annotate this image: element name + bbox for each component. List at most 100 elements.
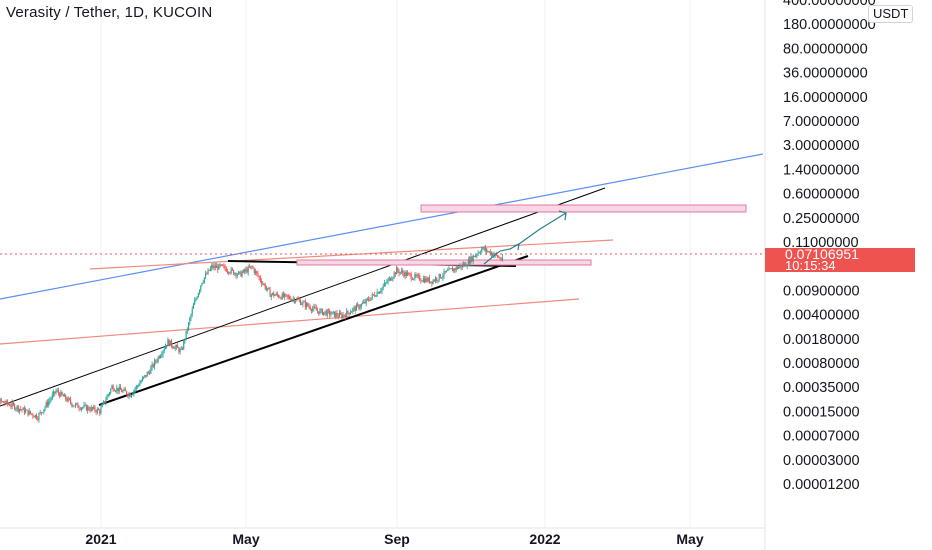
candle-body (248, 266, 250, 268)
support-line[interactable] (98, 255, 529, 406)
candle-body (287, 296, 289, 298)
price-tick-label: 180.00000000 (783, 17, 876, 33)
candle-body (410, 274, 412, 280)
price-tick-label: 7.00000000 (783, 114, 860, 130)
candle-body (265, 288, 267, 290)
candle-body (445, 270, 448, 273)
candle-body (98, 408, 100, 410)
candle-body (236, 274, 238, 277)
candle-body (14, 404, 16, 410)
candle-body (225, 268, 227, 272)
candle-body (489, 251, 491, 255)
candle-body (280, 297, 282, 300)
candle-body (307, 303, 309, 307)
candle-body (242, 269, 244, 273)
price-tick-label: 0.00035000 (783, 380, 860, 396)
candle-body (318, 311, 320, 314)
candle-body (118, 386, 120, 392)
candle-body (486, 248, 488, 252)
candle-body (145, 375, 147, 377)
candle-body (65, 394, 67, 400)
candle-body (281, 293, 283, 300)
candle-body (78, 407, 80, 409)
candle-body (484, 248, 486, 251)
candle-body (42, 412, 44, 414)
candle-body (335, 313, 337, 317)
candle-body (382, 286, 384, 288)
candle-body (198, 290, 201, 294)
candle-body (85, 404, 87, 411)
candle-body (424, 278, 426, 283)
candle-body (203, 277, 205, 282)
candle-body (276, 293, 278, 296)
candle-body (327, 310, 330, 311)
candle-body (304, 301, 306, 307)
candle-body (247, 266, 249, 273)
candle-body (34, 414, 36, 418)
candle-body (23, 407, 25, 413)
price-tick-label: 0.00400000 (783, 308, 860, 324)
candle-body (140, 381, 142, 383)
candle-body (20, 408, 22, 410)
candle-body (368, 298, 370, 301)
candle-body (60, 391, 62, 397)
candle-body (84, 404, 86, 406)
candle-body (330, 314, 332, 316)
candle-body (397, 267, 399, 272)
candle-body (3, 401, 5, 403)
candle-body (285, 294, 287, 295)
lower-red-line[interactable] (0, 298, 580, 345)
candle-body (21, 409, 23, 411)
price-tick-label: 0.25000000 (783, 211, 860, 227)
time-scale[interactable]: 2021 May Sep 2022 May (0, 527, 765, 547)
upper-target-zone[interactable] (420, 204, 747, 213)
candle-body (393, 272, 395, 278)
candle-body (490, 252, 493, 255)
candle-body (454, 268, 456, 270)
upper-channel-line[interactable] (0, 187, 606, 407)
candle-body (470, 256, 472, 264)
blue-trend-line[interactable] (0, 153, 764, 300)
candle-body (324, 311, 326, 313)
candle-body (18, 408, 21, 411)
candle-body (123, 389, 125, 391)
candle-body (442, 276, 444, 278)
candle-body (458, 267, 460, 269)
candle-body (270, 294, 272, 297)
candle-body (338, 312, 340, 317)
candle-body (243, 269, 246, 272)
lower-support-zone[interactable] (296, 259, 592, 266)
candle-body (453, 268, 455, 272)
candle-body (415, 274, 417, 277)
candle-body (380, 291, 382, 293)
candle-body (315, 307, 317, 311)
candle-body (462, 264, 465, 266)
price-scale[interactable]: 400.00000000 180.00000000 80.00000000 36.00… (764, 0, 876, 550)
price-tick-label: 0.00900000 (783, 283, 860, 299)
candle-body (376, 292, 378, 297)
currency-badge[interactable]: USDT (868, 5, 914, 23)
candle-body (0, 399, 2, 402)
candle-body (436, 278, 438, 281)
candle-body (76, 403, 78, 405)
candle-body (101, 403, 103, 407)
candle-body (141, 377, 143, 382)
forecast-arrow[interactable] (483, 210, 567, 265)
candle-body (108, 392, 111, 395)
candle-body (498, 257, 500, 259)
candle-body (381, 287, 383, 291)
candle-body (320, 309, 322, 310)
candle-body (135, 385, 137, 389)
candle-body (67, 398, 69, 402)
candle-body (379, 292, 381, 294)
candle-body (271, 292, 274, 295)
candle-body (361, 303, 364, 305)
candle-body (488, 251, 490, 253)
candle-body (292, 298, 294, 300)
candle-body (309, 306, 311, 310)
price-tick-label: 0.11000000 (783, 235, 859, 251)
candle-body (8, 403, 10, 405)
candles (0, 244, 503, 423)
